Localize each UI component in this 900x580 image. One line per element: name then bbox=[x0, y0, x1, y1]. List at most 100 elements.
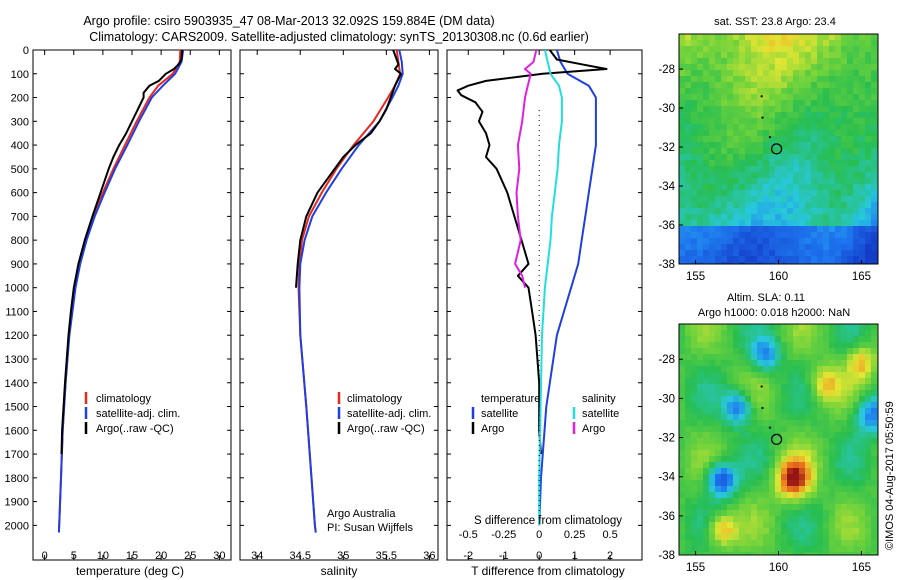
field-cell bbox=[805, 492, 812, 499]
field-cell bbox=[811, 82, 818, 89]
field-cell bbox=[709, 540, 716, 547]
field-cell bbox=[691, 226, 698, 233]
field-cell bbox=[847, 468, 854, 475]
field-cell bbox=[775, 112, 782, 119]
field-cell bbox=[787, 414, 794, 421]
field-cell bbox=[763, 208, 770, 215]
series-line-s-argo bbox=[514, 50, 538, 288]
field-cell bbox=[805, 220, 812, 227]
field-cell bbox=[859, 148, 866, 155]
field-cell bbox=[679, 408, 686, 415]
field-cell bbox=[709, 52, 716, 59]
field-cell bbox=[685, 88, 692, 95]
field-cell bbox=[859, 420, 866, 427]
sst-argo-marker bbox=[760, 95, 783, 155]
field-cell bbox=[841, 160, 848, 167]
field-cell bbox=[679, 166, 686, 173]
field-cell bbox=[691, 124, 698, 131]
field-cell bbox=[715, 540, 722, 547]
field-cell bbox=[829, 148, 836, 155]
field-cell bbox=[835, 360, 842, 367]
field-cell bbox=[733, 34, 740, 41]
field-cell bbox=[763, 64, 770, 71]
field-cell bbox=[793, 540, 800, 547]
field-cell bbox=[739, 450, 746, 457]
field-cell bbox=[757, 52, 764, 59]
field-cell bbox=[871, 324, 878, 331]
field-cell bbox=[781, 160, 788, 167]
field-cell bbox=[781, 118, 788, 125]
field-cell bbox=[703, 250, 710, 257]
field-cell bbox=[703, 354, 710, 361]
field-cell bbox=[793, 498, 800, 505]
map-x-tick-label: 165 bbox=[852, 271, 871, 283]
field-cell bbox=[697, 190, 704, 197]
field-cell bbox=[721, 250, 728, 257]
field-cell bbox=[787, 112, 794, 119]
field-cell bbox=[793, 226, 800, 233]
field-cell bbox=[799, 34, 806, 41]
field-cell bbox=[727, 226, 734, 233]
y-tick-label: 1900 bbox=[5, 497, 29, 509]
field-cell bbox=[685, 384, 692, 391]
field-cell bbox=[775, 88, 782, 95]
field-cell bbox=[871, 336, 878, 343]
field-cell bbox=[715, 118, 722, 125]
field-cell bbox=[679, 220, 686, 227]
field-cell bbox=[811, 64, 818, 71]
field-cell bbox=[811, 540, 818, 547]
field-cell bbox=[829, 100, 836, 107]
legend-label-t-satellite: satellite bbox=[481, 408, 518, 420]
field-cell bbox=[769, 408, 776, 415]
field-cell bbox=[775, 214, 782, 221]
field-cell bbox=[817, 480, 824, 487]
field-cell bbox=[769, 510, 776, 517]
field-cell bbox=[679, 88, 686, 95]
field-cell bbox=[865, 444, 872, 451]
field-cell bbox=[793, 184, 800, 191]
field-cell bbox=[703, 414, 710, 421]
field-cell bbox=[781, 76, 788, 83]
y-tick-label: 1600 bbox=[5, 425, 29, 437]
field-cell bbox=[841, 342, 848, 349]
field-cell bbox=[829, 528, 836, 535]
field-cell bbox=[811, 522, 818, 529]
field-cell bbox=[853, 190, 860, 197]
field-cell bbox=[739, 184, 746, 191]
field-cell bbox=[859, 450, 866, 457]
field-cell bbox=[805, 40, 812, 47]
field-cell bbox=[871, 444, 878, 451]
field-cell bbox=[835, 324, 842, 331]
field-cell bbox=[775, 486, 782, 493]
field-cell bbox=[805, 100, 812, 107]
field-cell bbox=[709, 190, 716, 197]
field-cell bbox=[787, 498, 794, 505]
field-cell bbox=[847, 154, 854, 161]
field-cell bbox=[745, 52, 752, 59]
field-cell bbox=[703, 142, 710, 149]
field-cell bbox=[685, 324, 692, 331]
field-cell bbox=[727, 244, 734, 251]
field-cell bbox=[823, 184, 830, 191]
field-cell bbox=[757, 510, 764, 517]
field-cell bbox=[781, 64, 788, 71]
field-cell bbox=[685, 202, 692, 209]
field-cell bbox=[871, 142, 878, 149]
field-cell bbox=[781, 510, 788, 517]
field-cell bbox=[715, 402, 722, 409]
field-cell bbox=[733, 360, 740, 367]
field-cell bbox=[769, 342, 776, 349]
field-cell bbox=[847, 130, 854, 137]
field-cell bbox=[703, 160, 710, 167]
field-cell bbox=[703, 462, 710, 469]
field-cell bbox=[685, 456, 692, 463]
field-cell bbox=[739, 148, 746, 155]
sla-map-title-line2: Argo h1000: 0.018 h2000: NaN bbox=[698, 307, 850, 319]
field-cell bbox=[823, 450, 830, 457]
field-cell bbox=[733, 94, 740, 101]
field-cell bbox=[847, 438, 854, 445]
field-cell bbox=[805, 88, 812, 95]
field-cell bbox=[871, 330, 878, 337]
field-cell bbox=[847, 184, 854, 191]
field-cell bbox=[763, 232, 770, 239]
